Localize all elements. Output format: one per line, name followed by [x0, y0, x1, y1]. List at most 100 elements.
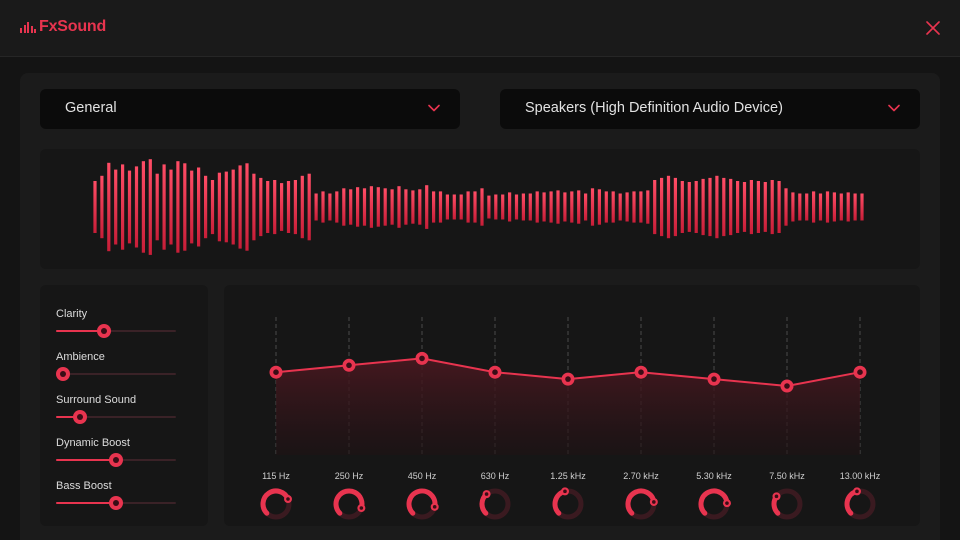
band-gain-knob[interactable] — [406, 488, 439, 520]
knob-thumb-center — [855, 489, 859, 494]
app-name: FxSound — [39, 18, 107, 35]
band-gain-knob[interactable] — [260, 488, 293, 520]
visualizer-bar — [639, 191, 643, 223]
visualizer-bar — [736, 181, 740, 233]
visualizer-bar — [300, 175, 304, 239]
slider-thumb[interactable] — [56, 367, 70, 381]
visualizer-bar — [169, 169, 173, 245]
visualizer-bar — [390, 189, 394, 225]
visualizer-bar — [660, 177, 664, 237]
band-gain-knob[interactable] — [625, 488, 658, 520]
eq-band-handle-center — [711, 376, 717, 382]
visualizer-bar — [362, 188, 367, 226]
slider-track — [56, 416, 176, 418]
band-gain-knob[interactable] — [479, 488, 511, 520]
visualizer-bar — [114, 169, 118, 245]
knob-thumb-center — [725, 501, 729, 505]
logo-bars-icon — [20, 21, 36, 33]
visualizer-bar — [418, 189, 422, 225]
band-frequency-label: 450 Hz — [407, 471, 437, 481]
slider-fill — [56, 502, 116, 504]
band-gain-knob[interactable] — [333, 488, 366, 520]
effect-label: Bass Boost — [56, 480, 112, 492]
visualizer-bars — [93, 159, 864, 255]
chevron-down-icon — [428, 104, 440, 112]
effect-ambience: Ambience — [56, 351, 176, 381]
visualizer-bar — [480, 188, 484, 226]
effect-bass-boost: Bass Boost — [56, 480, 176, 510]
visualizer-bar — [701, 178, 705, 236]
knob-value-arc — [406, 488, 438, 516]
slider-track — [56, 373, 176, 375]
eq-band-handle-center — [346, 362, 352, 369]
equalizer-graph — [260, 317, 876, 520]
chevron-down-icon — [888, 104, 900, 112]
preset-dropdown[interactable]: General — [40, 89, 460, 129]
slider-fill — [56, 416, 80, 418]
visualizer-bar — [818, 193, 823, 221]
visualizer-bar — [245, 163, 249, 251]
visualizer-bar — [432, 191, 436, 223]
clarity-slider[interactable] — [56, 324, 176, 338]
band-gain-knob[interactable] — [552, 487, 584, 520]
band-gain-knob[interactable] — [771, 488, 803, 520]
ambience-slider[interactable] — [56, 367, 176, 381]
visualizer-bar — [155, 173, 159, 241]
visualizer-bar — [425, 185, 429, 229]
visualizer-bar — [487, 195, 491, 219]
visualizer-bar — [812, 191, 816, 223]
visualizer-bar — [666, 175, 671, 239]
slider-track — [56, 330, 176, 332]
visualizer-bar — [190, 170, 194, 244]
visualizer-bar — [445, 194, 449, 220]
preset-selected-label: General — [65, 100, 117, 116]
fxsound-logo: FxSound — [20, 18, 106, 36]
dynamic-boost-slider[interactable] — [56, 453, 176, 467]
visualizer-bar — [784, 188, 788, 226]
visualizer-bar — [328, 193, 332, 221]
visualizer-bar — [100, 175, 104, 239]
visualizer-bar — [770, 180, 774, 235]
band-frequency-label: 1.25 kHz — [550, 471, 586, 481]
knob-value-arc — [625, 488, 657, 516]
knob-value-arc — [333, 488, 365, 516]
visualizer-bar — [653, 180, 657, 235]
visualizer-bar — [204, 175, 208, 239]
visualizer-bar — [349, 189, 353, 225]
visualizer-bar — [853, 193, 857, 221]
visualizer-bar — [832, 192, 836, 222]
slider-fill — [56, 459, 116, 461]
visualizer-bar — [273, 180, 277, 235]
visualizer-bar — [217, 172, 221, 242]
visualizer-bar — [597, 189, 601, 225]
visualizer-bar — [404, 189, 408, 225]
visualizer-bar — [673, 177, 677, 237]
visualizer-bar — [687, 182, 691, 232]
visualizer-bar — [694, 181, 698, 233]
slider-thumb[interactable] — [109, 453, 123, 467]
visualizer-bar — [521, 193, 525, 221]
band-gain-knob[interactable] — [844, 487, 876, 520]
slider-thumb[interactable] — [97, 324, 111, 338]
visualizer-bar — [680, 181, 684, 233]
visualizer-bar — [577, 190, 581, 224]
visualizer-bar — [542, 192, 546, 222]
knob-thumb-center — [563, 489, 567, 494]
visualizer-bar — [494, 194, 498, 220]
visualizer-bar — [708, 177, 712, 237]
visualizer-bar — [121, 164, 125, 250]
visualizer-bar — [632, 191, 636, 223]
slider-thumb[interactable] — [73, 410, 87, 424]
band-frequency-label: 115 Hz — [262, 471, 290, 481]
surround-sound-slider[interactable] — [56, 410, 176, 424]
close-button[interactable] — [918, 14, 948, 42]
visualizer-bar — [742, 182, 747, 232]
slider-thumb[interactable] — [109, 496, 123, 510]
output-device-dropdown[interactable]: Speakers (High Definition Audio Device) — [500, 89, 920, 129]
visualizer-bar — [376, 187, 380, 227]
visualizer-bar — [321, 191, 325, 223]
eq-band-handle-center — [638, 369, 644, 375]
bass-boost-slider[interactable] — [56, 496, 176, 510]
close-icon — [926, 21, 940, 35]
band-gain-knob[interactable] — [698, 488, 731, 520]
